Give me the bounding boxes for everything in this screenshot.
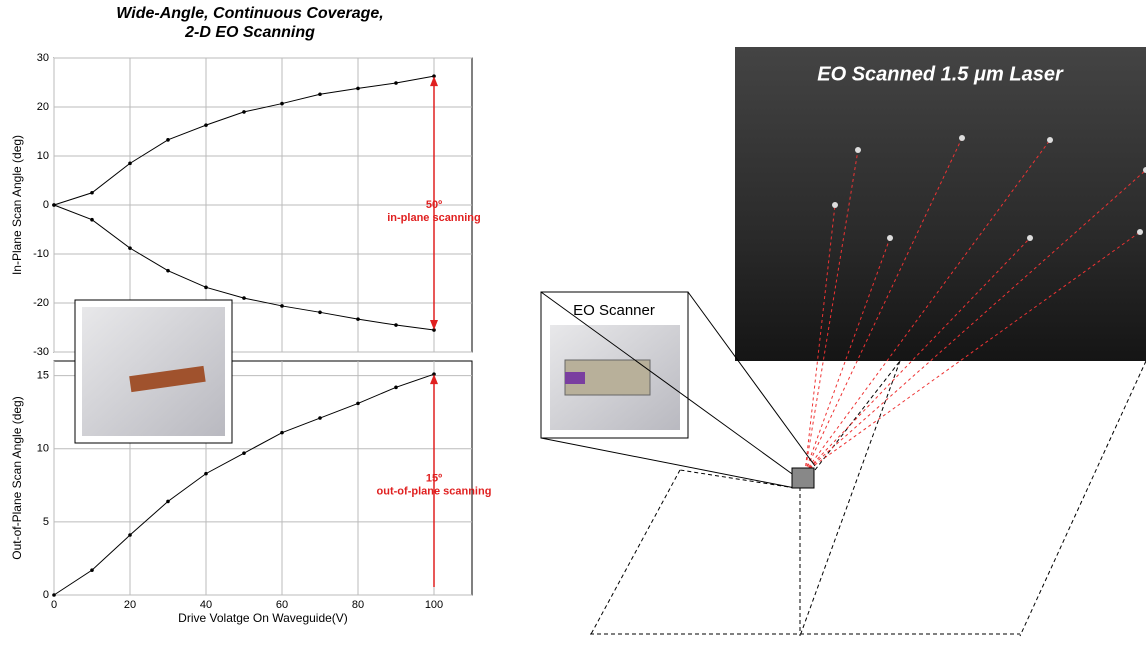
data-point [204, 286, 208, 290]
laser-spot [959, 135, 965, 141]
y-tick-label: 10 [37, 150, 49, 162]
scanner-label: EO Scanner [573, 302, 655, 319]
image-title: EO Scanned 1.5 μm Laser [817, 63, 1064, 85]
hand-photo [75, 300, 232, 443]
y-tick-label: 5 [43, 516, 49, 528]
chart-title: 2-D EO Scanning [184, 24, 315, 41]
y-tick-label: -30 [33, 346, 49, 358]
x-tick-label: 40 [200, 599, 212, 611]
data-point [280, 102, 284, 106]
x-axis-label: Drive Volatge On Waveguide(V) [178, 611, 348, 625]
data-point [242, 296, 246, 300]
annotation: in-plane scanning [387, 212, 481, 224]
y-tick-label: 0 [43, 199, 49, 211]
data-point [90, 568, 94, 572]
data-point [394, 386, 398, 390]
data-point [128, 162, 132, 166]
data-point [166, 138, 170, 142]
y-tick-label: 0 [43, 589, 49, 601]
data-point [90, 191, 94, 195]
data-point [242, 110, 246, 114]
data-point [52, 593, 56, 597]
data-point [242, 451, 246, 455]
y-tick-label: 30 [37, 52, 49, 64]
data-point [204, 123, 208, 127]
data-point [90, 218, 94, 222]
data-point [280, 304, 284, 308]
annotation: 15º [426, 472, 442, 484]
data-point [356, 317, 360, 321]
laser-spot [855, 147, 861, 153]
data-point [318, 92, 322, 96]
data-point [356, 87, 360, 91]
x-tick-label: 100 [425, 599, 443, 611]
annotation: out-of-plane scanning [377, 485, 492, 497]
data-point [52, 203, 56, 207]
y-tick-label: -10 [33, 248, 49, 260]
y-tick-label: 20 [37, 101, 49, 113]
data-point [128, 246, 132, 250]
y-axis-label: Out-of-Plane Scan Angle (deg) [10, 396, 24, 559]
laser-spot [887, 235, 893, 241]
x-tick-label: 80 [352, 599, 364, 611]
x-tick-label: 60 [276, 599, 288, 611]
data-point [280, 431, 284, 435]
diagram: EO Scanned 1.5 μm Laser EO Scanner [541, 47, 1146, 636]
y-axis-label: In-Plane Scan Angle (deg) [10, 135, 24, 275]
laser-spot [832, 202, 838, 208]
y-tick-label: 15 [37, 370, 49, 382]
x-tick-label: 20 [124, 599, 136, 611]
laser-spot [1137, 229, 1143, 235]
zoom-line [541, 438, 795, 488]
data-point [356, 402, 360, 406]
data-point [166, 269, 170, 273]
data-point [166, 500, 170, 504]
scanner-stripe [565, 372, 585, 384]
y-tick-label: -20 [33, 297, 49, 309]
data-point [394, 81, 398, 85]
data-point [394, 323, 398, 327]
laser-spot [1047, 137, 1053, 143]
data-point [318, 416, 322, 420]
figure: EO Scanned 1.5 μm Laser EO Scanner -30 -2… [0, 0, 1146, 641]
annotation: 50º [426, 199, 442, 211]
laser-spot [1027, 235, 1033, 241]
data-point [204, 472, 208, 476]
chart-title: Wide-Angle, Continuous Coverage, [116, 5, 383, 22]
data-point [128, 533, 132, 537]
y-tick-label: 10 [37, 443, 49, 455]
scanner-device [792, 468, 814, 488]
data-point [318, 311, 322, 315]
x-tick-label: 0 [51, 599, 57, 611]
ir-image [735, 47, 1146, 361]
